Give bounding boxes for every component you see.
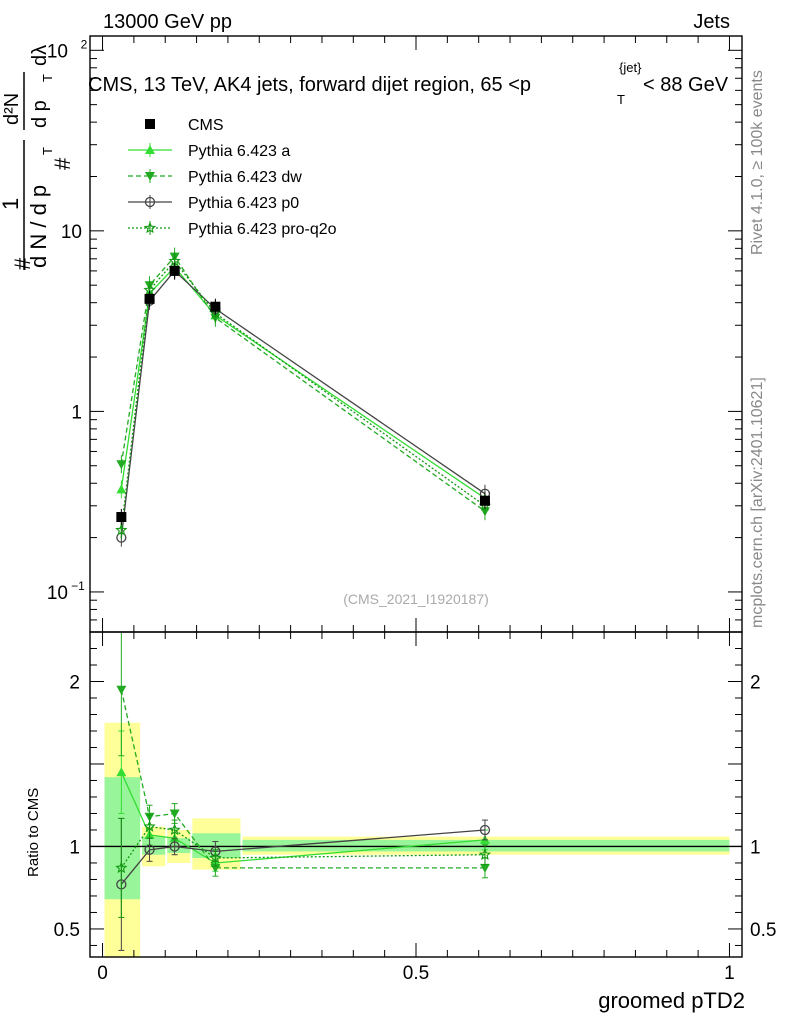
- ratio-point-2-1: [144, 844, 155, 855]
- main-ytick-label-3: 10: [47, 583, 68, 604]
- ratio-point-0-0: [116, 767, 127, 777]
- ylabel-dpt: d p: [29, 100, 51, 128]
- ratio-ytick-label-right-2: 0.5: [750, 920, 776, 941]
- legend-label-0: CMS: [188, 117, 224, 134]
- ratio-ytick-label-left-0: 2: [69, 672, 80, 693]
- ratio-frame: [89, 631, 743, 958]
- ratio-band-stat-0: [104, 777, 141, 900]
- legend-marker-1: [145, 145, 155, 154]
- rivet-label: Rivet 4.1.0, ≥ 100k events: [749, 70, 766, 255]
- main-point-0-0: [116, 484, 127, 494]
- ylabel-tsub-2: T: [40, 74, 55, 82]
- ylabel-tsub-1: T: [40, 147, 55, 155]
- data-point-3: [210, 301, 221, 312]
- legend-marker-0: [145, 119, 155, 129]
- main-title-sup: {jet}: [619, 60, 642, 75]
- ylabel-dn: d N / d p: [26, 185, 51, 268]
- main-title-end: < 88 GeV: [643, 74, 729, 96]
- ratio-ytick-label-left-2: 0.5: [54, 920, 80, 941]
- ratio-point-2-2: [169, 841, 180, 852]
- legend-marker-2: [145, 172, 155, 181]
- xtick-label-1: 0.5: [403, 963, 429, 984]
- main-line-2: [120, 269, 486, 538]
- legend-label-1: Pythia 6.423 a: [188, 143, 290, 160]
- legend: CMS Pythia 6.423 a Pythia 6.423 dw Pythia 6…: [128, 117, 337, 238]
- legend-marker-3: [144, 196, 156, 208]
- main-point-1-0: [116, 460, 127, 470]
- xtick-label-0: 0: [97, 963, 108, 984]
- ratio-ytick-label-left-1: 1: [69, 837, 80, 858]
- main-ytick-sup-3: −1: [71, 579, 85, 593]
- ylabel-d2n: d²N: [1, 93, 23, 125]
- main-title-text: CMS, 13 TeV, AK4 jets, forward dijet reg…: [88, 74, 531, 96]
- main-point-3-0: [115, 523, 128, 536]
- ratio-point-3-3: [209, 851, 222, 864]
- data-point-1: [144, 293, 155, 304]
- main-line-3: [120, 260, 486, 531]
- main-title-sub: T: [617, 92, 625, 107]
- ratio-bands: [90, 722, 742, 957]
- ratio-ytick-label-right-0: 2: [750, 672, 761, 693]
- main-ytick-label-0: 10: [47, 41, 68, 62]
- y-axis-label: # 1 d N / d p T # d²N d p T dλ: [0, 45, 75, 270]
- ratio-point-2-4: [479, 824, 491, 836]
- legend-label-3: Pythia 6.423 p0: [188, 195, 299, 212]
- header-right: Jets: [693, 11, 730, 33]
- legend-label-2: Pythia 6.423 dw: [188, 169, 302, 186]
- ratio-point-3-1: [143, 820, 156, 832]
- main-ytick-sup-0: 2: [81, 37, 88, 51]
- main-ytick-label-1: 10: [61, 222, 82, 243]
- data-point-4: [479, 495, 490, 506]
- data-point-2: [169, 265, 180, 276]
- ylabel-hash-2: #: [50, 157, 75, 170]
- ylabel-one: 1: [0, 198, 23, 210]
- ratio-point-1-4: [479, 863, 490, 873]
- xtick-label-2: 1: [724, 963, 735, 984]
- ratio-ytick-label-right-1: 1: [750, 837, 761, 858]
- ratio-point-3-4: [478, 848, 492, 860]
- main-title: CMS, 13 TeV, AK4 jets, forward dijet reg…: [88, 60, 729, 107]
- main-line-1: [120, 255, 486, 512]
- ratio-series: [115, 631, 492, 951]
- ratio-band-stat-4: [242, 839, 730, 852]
- data-point-0: [116, 512, 127, 523]
- analysis-watermark: (CMS_2021_I1920187): [343, 591, 489, 607]
- ratio-line-3: [120, 826, 486, 869]
- ratio-ylabel: Ratio to CMS: [25, 788, 42, 877]
- legend-label-4: Pythia 6.423 pro-q2o: [188, 221, 337, 238]
- main-line-0: [120, 266, 486, 499]
- mcplots-label: mcplots.cern.ch [arXiv:2401.10621]: [749, 377, 766, 628]
- main-series: [115, 247, 492, 547]
- ylabel-hash-1: #: [10, 257, 35, 270]
- legend-marker-4: [143, 221, 157, 234]
- main-ytick-label-2: 1: [71, 402, 82, 423]
- header-left: 13000 GeV pp: [103, 11, 232, 33]
- ratio-band-stat-1: [142, 836, 166, 855]
- x-axis-label: groomed pTD2: [598, 988, 745, 1013]
- ylabel-dl: dλ: [29, 45, 51, 66]
- ratio-point-1-0: [116, 685, 127, 695]
- ratio-point-3-2: [168, 823, 181, 836]
- ratio-point-3-0: [115, 861, 128, 874]
- ratio-point-1-2: [169, 809, 180, 819]
